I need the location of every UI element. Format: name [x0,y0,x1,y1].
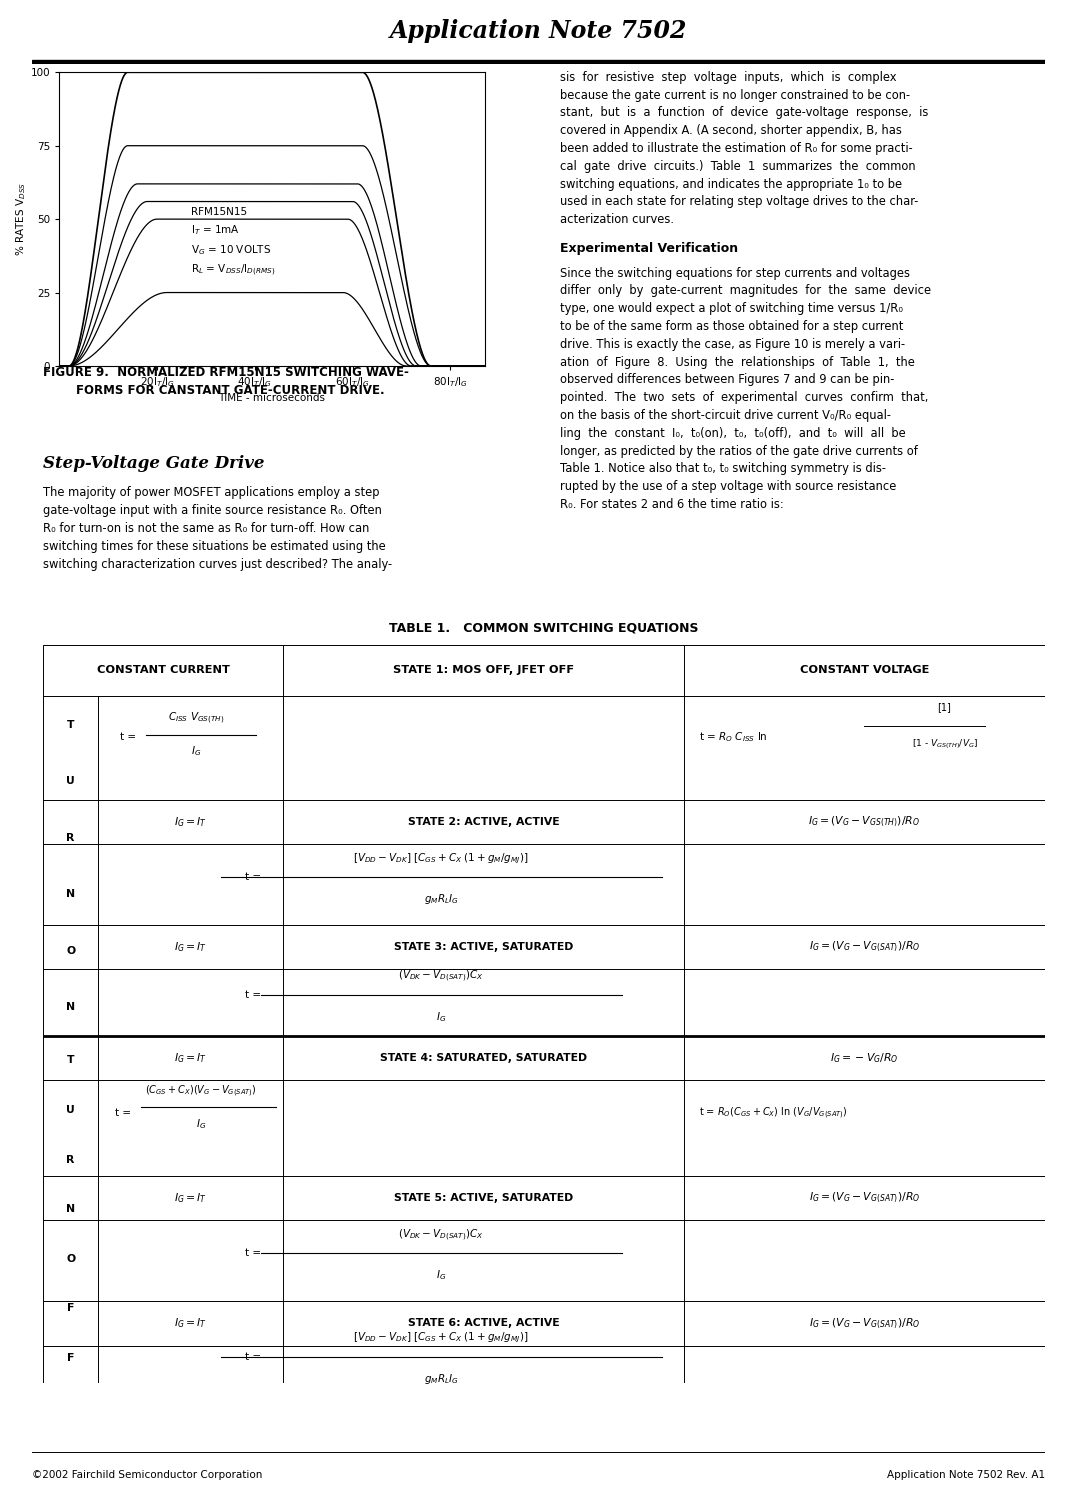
Text: CONSTANT CURRENT: CONSTANT CURRENT [97,666,229,675]
Text: t = $R_O$ $C_{ISS}$ ln: t = $R_O$ $C_{ISS}$ ln [699,730,768,744]
X-axis label: TIME - microseconds: TIME - microseconds [219,393,325,404]
Text: Experimental Verification: Experimental Verification [560,242,738,255]
Text: Step-Voltage Gate Drive: Step-Voltage Gate Drive [43,455,265,473]
Text: STATE 3: ACTIVE, SATURATED: STATE 3: ACTIVE, SATURATED [394,943,573,952]
Text: $[V_{DD} - V_{DK}]$ $[C_{GS} + C_X$ $(1 + g_M/g_{MJ})]$: $[V_{DD} - V_{DK}]$ $[C_{GS} + C_X$ $(1 … [353,851,529,866]
Text: CONSTANT VOLTAGE: CONSTANT VOLTAGE [800,666,929,675]
Text: $I_G$: $I_G$ [191,744,201,759]
Text: sis  for  resistive  step  voltage  inputs,  which  is  complex
because the gate: sis for resistive step voltage inputs, w… [560,71,928,226]
Text: $[V_{DD} - V_{DK}]$ $[C_{GS} + C_X$ $(1 + g_M/g_{MJ})]$: $[V_{DD} - V_{DK}]$ $[C_{GS} + C_X$ $(1 … [353,1331,529,1345]
Text: FIGURE 9.  NORMALIZED RFM15N15 SWITCHING WAVE-
        FORMS FOR CANSTANT GATE-C: FIGURE 9. NORMALIZED RFM15N15 SWITCHING … [43,366,409,398]
Text: $I_G = I_T$: $I_G = I_T$ [174,1316,208,1330]
Text: $g_M R_L I_G$: $g_M R_L I_G$ [423,892,459,907]
Text: $C_{ISS}$ $V_{GS(TH)}$: $C_{ISS}$ $V_{GS(TH)}$ [168,711,224,726]
Text: RFM15N15
I$_T$ = 1mA
V$_G$ = 10 VOLTS
R$_L$ = V$_{DSS}$/I$_{D(RMS)}$: RFM15N15 I$_T$ = 1mA V$_G$ = 10 VOLTS R$… [192,208,276,279]
Text: O: O [66,1253,75,1264]
Text: t =: t = [244,872,261,883]
Text: STATE 5: ACTIVE, SATURATED: STATE 5: ACTIVE, SATURATED [394,1193,573,1203]
Text: $(V_{DK} - V_{D(SAT)})C_X$: $(V_{DK} - V_{D(SAT)})C_X$ [398,968,484,985]
Text: $I_G = I_T$: $I_G = I_T$ [174,815,208,828]
Text: $I_G = -V_G/R_O$: $I_G = -V_G/R_O$ [830,1051,898,1065]
Text: Application Note 7502 Rev. A1: Application Note 7502 Rev. A1 [886,1470,1045,1480]
Text: F: F [67,1303,74,1313]
Text: T: T [67,1056,74,1065]
Text: [1]: [1] [938,702,951,712]
Text: $I_G = I_T$: $I_G = I_T$ [174,1191,208,1205]
Text: $I_G = (V_G - V_{G(SAT)})/R_O$: $I_G = (V_G - V_{G(SAT)})/R_O$ [809,940,920,955]
Text: U: U [67,1105,75,1114]
Text: Since the switching equations for step currents and voltages
differ  only  by  g: Since the switching equations for step c… [560,267,932,511]
Text: STATE 2: ACTIVE, ACTIVE: STATE 2: ACTIVE, ACTIVE [408,816,560,827]
Text: $(C_{GS} + C_X)(V_G - V_{G(SAT)})$: $(C_{GS} + C_X)(V_G - V_{G(SAT)})$ [145,1083,256,1099]
Text: U: U [67,776,75,786]
Text: t =: t = [244,989,261,1000]
Bar [32,60,1045,63]
Text: R: R [67,1155,74,1164]
Text: $I_G = (V_G - V_{G(SAT)})/R_O$: $I_G = (V_G - V_{G(SAT)})/R_O$ [809,1191,920,1205]
Text: t =: t = [120,732,136,742]
Text: [1 - $V_{GS(TH)}/V_G$]: [1 - $V_{GS(TH)}/V_G$] [911,738,978,751]
Text: $g_M R_L I_G$: $g_M R_L I_G$ [423,1372,459,1386]
Text: STATE 4: SATURATED, SATURATED: STATE 4: SATURATED, SATURATED [380,1053,587,1063]
Text: N: N [66,1003,75,1012]
Y-axis label: % RATES V$_{DSS}$: % RATES V$_{DSS}$ [14,182,28,256]
Text: ©2002 Fairchild Semiconductor Corporation: ©2002 Fairchild Semiconductor Corporatio… [32,1470,263,1480]
Text: Application Note 7502: Application Note 7502 [390,20,687,42]
Text: The majority of power MOSFET applications employ a step
gate-voltage input with : The majority of power MOSFET application… [43,486,392,571]
Text: R: R [67,833,74,843]
Text: $(V_{DK} - V_{D(SAT)})C_X$: $(V_{DK} - V_{D(SAT)})C_X$ [398,1227,484,1242]
Text: F: F [67,1352,74,1363]
Text: $I_G = (V_G - V_{G(SAT)})/R_O$: $I_G = (V_G - V_{G(SAT)})/R_O$ [809,1316,920,1331]
Text: t =: t = [114,1108,130,1117]
Text: $I_G$: $I_G$ [196,1117,206,1131]
Text: t =: t = [244,1352,261,1361]
Text: T: T [67,720,74,729]
Text: N: N [66,889,75,899]
Text: N: N [66,1205,75,1214]
Text: $I_G = I_T$: $I_G = I_T$ [174,1051,208,1065]
Text: t =: t = [244,1248,261,1259]
Text: O: O [66,946,75,956]
Text: $I_G$: $I_G$ [436,1268,446,1283]
Text: TABLE 1.   COMMON SWITCHING EQUATIONS: TABLE 1. COMMON SWITCHING EQUATIONS [389,622,699,634]
Text: $I_G = I_T$: $I_G = I_T$ [174,940,208,953]
Text: $I_G = (V_G - V_{GS(TH)})/R_O$: $I_G = (V_G - V_{GS(TH)})/R_O$ [809,815,921,828]
Text: STATE 1: MOS OFF, JFET OFF: STATE 1: MOS OFF, JFET OFF [393,666,574,675]
Text: STATE 6: ACTIVE, ACTIVE: STATE 6: ACTIVE, ACTIVE [408,1318,560,1328]
Text: t = $R_O(C_{GS} + C_X)$ ln $(V_G/V_{G(SAT)})$: t = $R_O(C_{GS} + C_X)$ ln $(V_G/V_{G(SA… [699,1105,848,1120]
Text: $I_G$: $I_G$ [436,1011,446,1024]
